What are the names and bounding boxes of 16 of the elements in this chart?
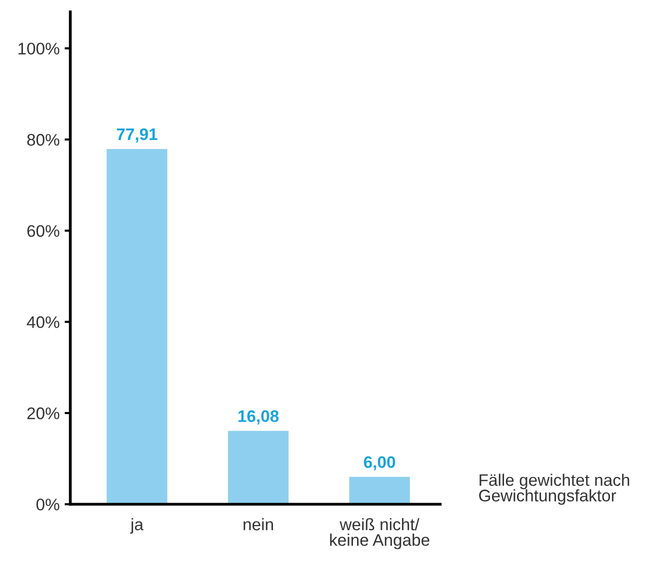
y-tick-label: 60% [27, 225, 60, 237]
bar [106, 149, 168, 504]
y-tick-label: 40% [26, 316, 60, 328]
y-tick-label: 80% [27, 134, 60, 146]
y-tick-label: 0% [36, 498, 60, 510]
bar [228, 430, 289, 504]
text: Fälle gewichtet nach Gewichtungsfaktor [479, 474, 630, 505]
x-tick-label: weiß nicht/ keine Angabe [330, 518, 430, 550]
y-tick-label: 100% [18, 42, 60, 55]
bar [349, 476, 410, 504]
y-tick-label: 20% [27, 407, 60, 420]
data-label: 77,91 [116, 128, 158, 143]
data-label: 16,08 [238, 410, 279, 424]
x-tick-label: ja [130, 518, 144, 534]
x-tick-label: nein [244, 518, 273, 530]
data-label: 6,00 [364, 456, 396, 470]
